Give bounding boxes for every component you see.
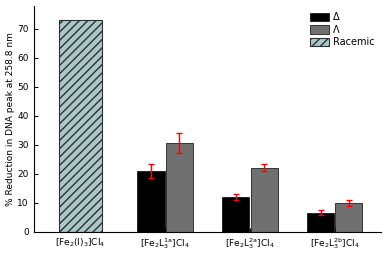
Bar (250, 168, 277, 232)
Bar (307, 213, 334, 232)
Bar (137, 171, 164, 232)
Bar (336, 203, 363, 232)
Legend: Δ, Λ, Racemic: Δ, Λ, Racemic (308, 11, 377, 49)
Bar (222, 197, 250, 232)
Bar (166, 143, 193, 232)
Bar (59, 20, 102, 232)
Y-axis label: % Reduction in DNA peak at 258.8 nm: % Reduction in DNA peak at 258.8 nm (5, 32, 15, 206)
